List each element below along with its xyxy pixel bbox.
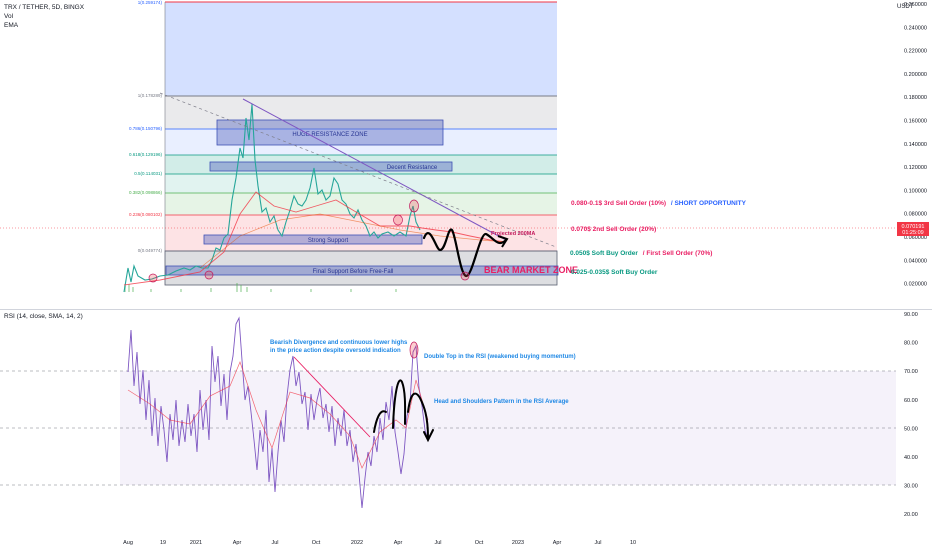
decent-resistance-box[interactable] <box>209 161 453 172</box>
double-top-annotation: Double Top in the RSI (weakened buying m… <box>424 354 576 360</box>
time-tick-label: Jul <box>594 540 601 546</box>
price-tick-label: 0.080000 <box>904 212 927 218</box>
dashed-trendline <box>159 92 557 248</box>
fib-label: 0.786(0.150796) <box>129 126 163 131</box>
symbol-title[interactable]: TRX / TETHER, 5D, BINGX <box>4 4 85 11</box>
huge-resistance-label: HUGE RESISTANCE ZONE <box>292 132 367 138</box>
price-tick-label: 0.260000 <box>904 2 927 8</box>
projection-arrowhead <box>497 235 509 248</box>
price-tick-label: 0.040000 <box>904 258 927 264</box>
strong-support-box[interactable] <box>203 234 423 245</box>
long-ma-line <box>199 213 507 269</box>
fib-level-labels: 1(0.259174) 1(0.178289) 0.786(0.150796) … <box>129 0 163 253</box>
time-tick-label: Apr <box>394 540 403 546</box>
huge-resistance-box[interactable] <box>216 119 444 146</box>
price-tick-label: 0.140000 <box>904 142 927 148</box>
final-support-box[interactable] <box>165 265 559 276</box>
fib-label: 1(0.178289) <box>138 93 163 98</box>
volume-indicator-label[interactable]: Vol <box>4 13 14 20</box>
time-tick-label: Oct <box>312 540 321 546</box>
third-sell-order-text: 0.080-0.1$ 3rd Sell Order (10%) <box>571 200 666 207</box>
time-tick-label: Jul <box>434 540 441 546</box>
strong-support-label: Strong Support <box>308 238 349 244</box>
rsi-tick-label: 30.00 <box>904 484 918 490</box>
rsi-tick-label: 50.00 <box>904 426 918 432</box>
first-order-label: 0.050$ Soft Buy Order / First Sell Order… <box>570 250 712 257</box>
time-tick-label: 10 <box>630 540 636 546</box>
rsi-double-top-circle <box>409 341 419 359</box>
ema-indicator-label[interactable]: EMA <box>4 22 19 29</box>
time-tick-label: 2023 <box>512 540 524 546</box>
time-axis[interactable]: Aug 19 2021 Apr Jul Oct 2022 Apr Jul Oct 2023 Apr Ju… <box>123 540 636 546</box>
rsi-divergence-line <box>293 356 371 438</box>
countdown-timer: 01:25:09 <box>902 230 923 236</box>
price-tick-label: 0.060000 <box>904 235 927 241</box>
fib-label: 0(0.049774) <box>138 248 163 253</box>
decent-resistance-label: Decent Resistance <box>387 165 438 171</box>
rsi-tick-label: 40.00 <box>904 455 918 461</box>
soft-buy-050-text: 0.050$ Soft Buy Order <box>570 250 638 257</box>
time-tick-label: 2022 <box>351 540 363 546</box>
time-tick-label: Aug <box>123 540 133 546</box>
circle-markers <box>148 199 470 283</box>
price-line <box>123 103 421 293</box>
first-sell-order-text: / First Sell Order (70%) <box>643 250 713 257</box>
time-tick-label: Jul <box>271 540 278 546</box>
rsi-tick-label: 20.00 <box>904 512 918 518</box>
time-tick-label: 19 <box>160 540 166 546</box>
bearish-divergence-line2: in the price action despite oversold ind… <box>270 348 401 354</box>
rsi-tick-label: 70.00 <box>904 369 918 375</box>
soft-buy-025-label: 0.025-0.035$ Soft Buy Order <box>571 269 658 276</box>
bearish-divergence-line1: Bearish Divergence and continuous lower … <box>270 340 408 346</box>
rsi-pattern-strokes <box>373 379 434 443</box>
bear-market-zone-box[interactable] <box>164 250 558 286</box>
fib-label: 0.236(0.080102) <box>129 212 163 217</box>
fib-label: 1(0.259174) <box>138 0 163 5</box>
bear-market-zone-label: BEAR MARKET ZONE <box>484 265 578 275</box>
projected-ma-label: Projected 200MA <box>491 231 535 237</box>
rsi-tick-label: 90.00 <box>904 312 918 318</box>
price-tick-label: 0.200000 <box>904 72 927 78</box>
price-tick-label: 0.160000 <box>904 119 927 125</box>
price-tick-label: 0.180000 <box>904 95 927 101</box>
fib-label: 0.382(0.098866) <box>129 190 163 195</box>
rsi-line <box>127 316 429 509</box>
third-sell-order-label: 0.080-0.1$ 3rd Sell Order (10%) / SHORT … <box>571 200 747 207</box>
descending-trendline <box>242 98 507 241</box>
time-tick-label: Apr <box>553 540 562 546</box>
currency-unit-label: USDT <box>897 4 914 10</box>
head-shoulders-annotation: Head and Shoulders Pattern in the RSI Av… <box>434 399 569 405</box>
fib-retracement-fills <box>165 2 557 251</box>
rsi-axis[interactable]: 90.00 80.00 70.00 60.00 50.00 40.00 30.00 20.00 <box>904 312 918 518</box>
price-tick-label: 0.240000 <box>904 25 927 31</box>
price-axis[interactable]: 0.260000 0.240000 0.220000 0.200000 0.180000… <box>904 2 927 288</box>
final-support-label: Final Support Before Free-Fall <box>313 269 394 275</box>
price-tick-label: 0.100000 <box>904 188 927 194</box>
second-sell-order-label: 0.070$ 2nd Sell Order (20%) <box>571 226 656 233</box>
current-price-value: 0.070191 <box>902 224 925 230</box>
current-price-badge <box>897 222 929 236</box>
time-tick-label: 2021 <box>190 540 202 546</box>
fib-label: 0.618(0.129196) <box>129 152 163 157</box>
rsi-tick-label: 80.00 <box>904 341 918 347</box>
time-tick-label: Oct <box>475 540 484 546</box>
rsi-average-line <box>127 361 429 469</box>
time-tick-label: Apr <box>233 540 242 546</box>
price-tick-label: 0.220000 <box>904 49 927 55</box>
price-tick-label: 0.120000 <box>904 165 927 171</box>
rsi-title[interactable]: RSI (14, close, SMA, 14, 2) <box>4 313 83 320</box>
fib-label: 0.5(0.114031) <box>134 171 162 176</box>
projection-path <box>422 228 508 278</box>
price-tick-label: 0.020000 <box>904 282 927 288</box>
chart-legend: TRX / TETHER, 5D, BINGX Vol EMA <box>4 3 84 30</box>
rsi-tick-label: 60.00 <box>904 398 918 404</box>
short-opportunity-text: / SHORT OPPORTUNITY <box>671 200 747 207</box>
pane-separator[interactable] <box>0 309 932 310</box>
